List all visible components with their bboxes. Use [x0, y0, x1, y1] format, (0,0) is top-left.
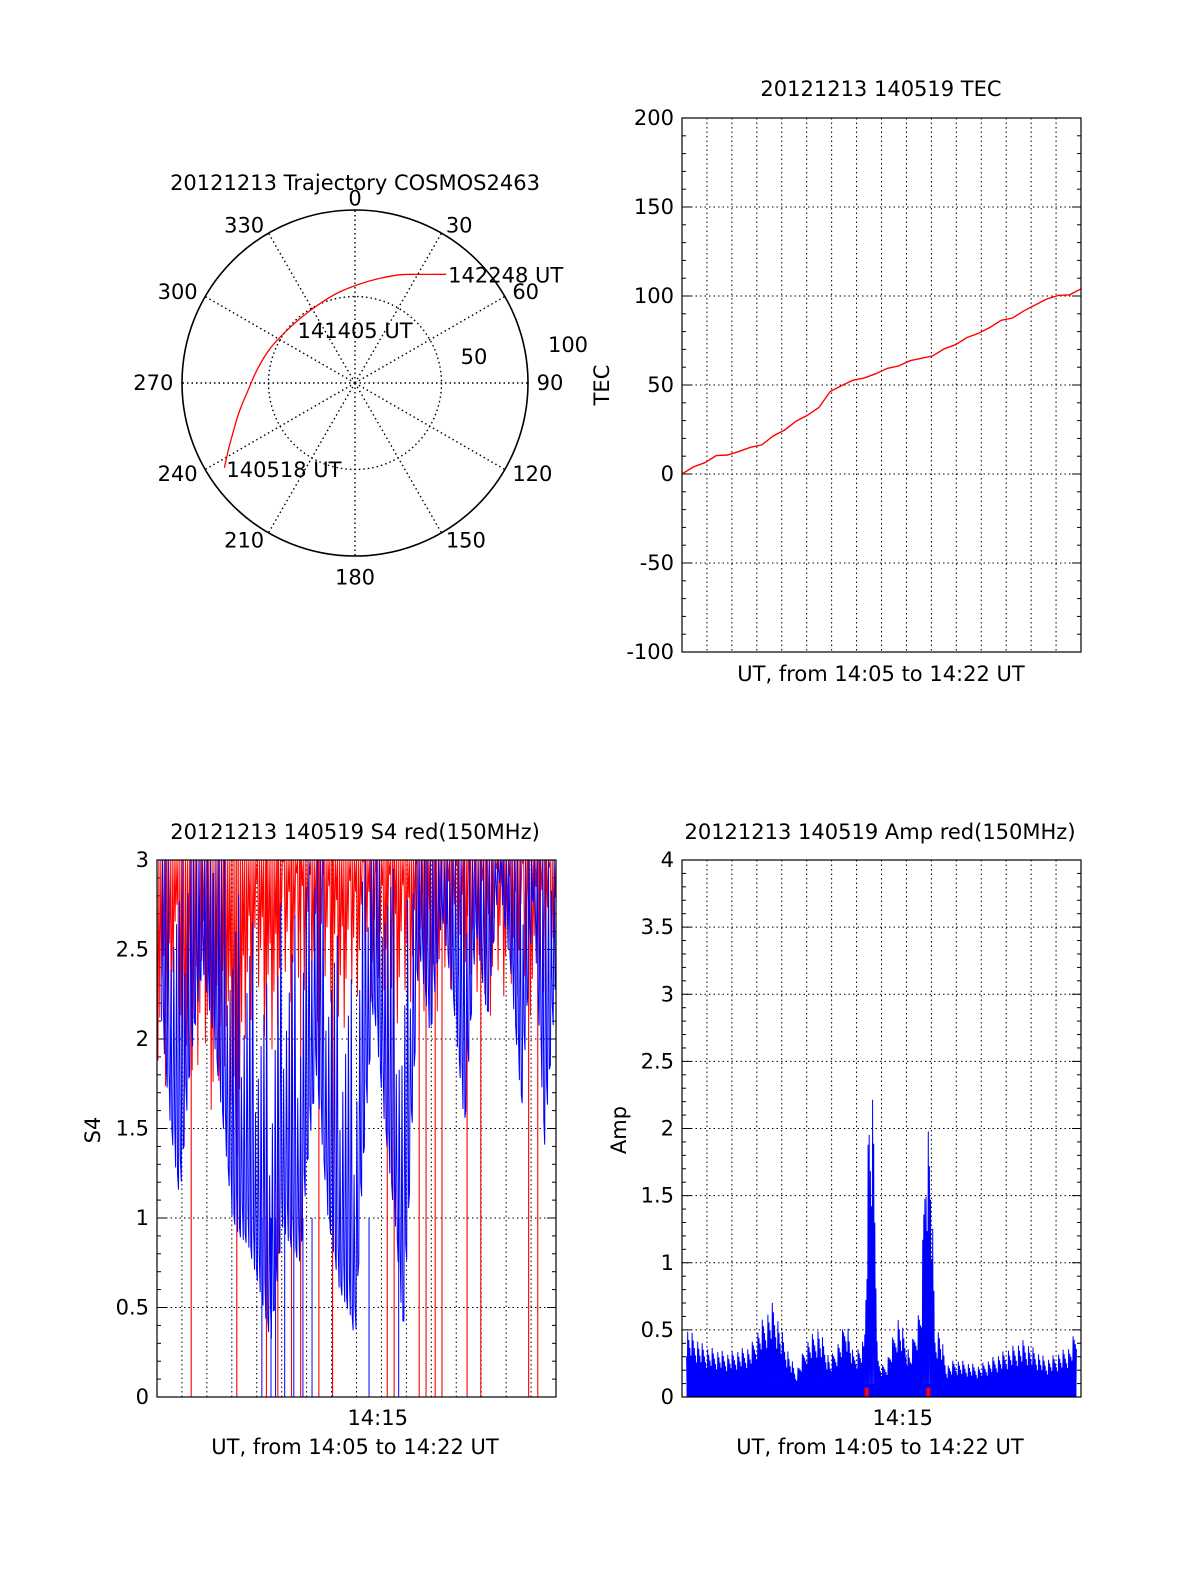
polar-azimuth-label: 30	[446, 214, 473, 238]
polar-azimuth-label: 0	[348, 186, 361, 210]
tec-frame	[681, 117, 1082, 653]
amp-xtick-label: 14:15	[872, 1406, 933, 1430]
s4-xtick-label: 14:15	[347, 1406, 408, 1430]
tec-ytick-label: 200	[634, 106, 674, 130]
polar-annotations: 142248 UT 141405 UT 140518 UT	[226, 263, 563, 481]
polar-azimuth-label: 150	[446, 528, 486, 552]
s4-frame	[156, 859, 557, 1398]
polar-radial-ticks: 50 100	[461, 333, 588, 369]
tec-ytick-label: 0	[661, 462, 674, 486]
polar-azimuth-label: 330	[224, 214, 264, 238]
polar-azimuth-label: 60	[512, 280, 539, 304]
tec-ytick-label: -100	[626, 640, 674, 664]
polar-spoke	[354, 295, 506, 384]
polar-radial-label: 100	[548, 333, 588, 357]
amp-ytick-label: 1.5	[641, 1184, 674, 1208]
s4-series-group	[157, 860, 556, 1397]
amp-ytick-label: 4	[661, 848, 674, 872]
polar-spoke	[204, 382, 356, 471]
s4-ytick-label: 1.5	[116, 1117, 149, 1141]
s4-ylabel: S4	[81, 1117, 105, 1144]
tec-ylabel: TEC	[590, 365, 614, 407]
amp-ytick-label: 3.5	[641, 915, 674, 939]
polar-spoke	[204, 295, 356, 384]
amp-red-mark	[926, 1387, 931, 1397]
polar-azimuth-label: 270	[133, 371, 173, 395]
s4-plot-area: 0 0.5 1 1.5 2 2.5 3 14:15	[116, 848, 557, 1430]
polar-spoke	[267, 382, 356, 534]
polar-annotation-start: 140518 UT	[226, 458, 341, 482]
amp-ytick-label: 2	[661, 1117, 674, 1141]
polar-outer-circle	[181, 209, 529, 557]
amp-ytick-label: 3	[661, 982, 674, 1006]
tec-ytick-label: -50	[640, 551, 674, 575]
amp-title: 20121213 140519 Amp red(150MHz)	[684, 820, 1075, 844]
s4-ytick-label: 0	[136, 1385, 149, 1409]
amp-xlabel: UT, from 14:05 to 14:22 UT	[736, 1435, 1024, 1459]
tec-series-line	[681, 288, 1082, 475]
s4-ytick-label: 1	[136, 1206, 149, 1230]
s4-xlabel: UT, from 14:05 to 14:22 UT	[211, 1435, 499, 1459]
s4-blue-series	[161, 860, 556, 1339]
polar-grid	[181, 209, 529, 557]
amp-ytick-label: 0.5	[641, 1318, 674, 1342]
polar-azimuth-ticks: 0 30 60 90 120 150 180 210 240 270 300 330	[133, 186, 563, 589]
polar-spoke	[267, 232, 356, 384]
tec-ytick-label: 150	[634, 195, 674, 219]
s4-panel: 20121213 140519 S4 red(150MHz) UT, from …	[81, 820, 557, 1459]
tec-ytick-label: 50	[647, 373, 674, 397]
s4-ytick-label: 0.5	[116, 1296, 149, 1320]
amp-ylabel: Amp	[607, 1106, 631, 1154]
polar-spoke	[354, 232, 443, 384]
polar-azimuth-label: 240	[158, 462, 198, 486]
s4-ytick-label: 2	[136, 1027, 149, 1051]
s4-ytick-label: 3	[136, 848, 149, 872]
tec-ytick-label: 100	[634, 284, 674, 308]
amp-ytick-label: 0	[661, 1385, 674, 1409]
s4-ytick-label: 2.5	[116, 938, 149, 962]
polar-trajectory-path	[223, 273, 447, 468]
polar-azimuth-label: 300	[158, 280, 198, 304]
amp-ytick-label: 1	[661, 1251, 674, 1275]
amp-frame	[681, 859, 1082, 1398]
polar-azimuth-label: 90	[537, 371, 564, 395]
polar-azimuth-label: 210	[224, 528, 264, 552]
amp-series-group	[686, 1099, 1077, 1397]
tec-panel: 20121213 140519 TEC UT, from 14:05 to 14…	[590, 77, 1082, 686]
s4-title: 20121213 140519 S4 red(150MHz)	[170, 820, 540, 844]
polar-spoke	[354, 382, 506, 471]
polar-azimuth-label: 180	[335, 566, 375, 590]
amp-red-mark	[864, 1387, 869, 1397]
polar-title: 20121213 Trajectory COSMOS2463	[170, 171, 540, 195]
amp-plot-area: 0 0.5 1 1.5 2 2.5 3 3.5 4 14:15	[641, 848, 1082, 1430]
polar-trajectory-line	[223, 273, 447, 468]
tec-title: 20121213 140519 TEC	[760, 77, 1001, 101]
amp-panel: 20121213 140519 Amp red(150MHz) UT, from…	[607, 820, 1082, 1459]
polar-trajectory-panel: 20121213 Trajectory COSMOS2463 0 30 60 90 12…	[133, 171, 588, 590]
polar-radial-label: 50	[461, 345, 488, 369]
polar-annotation-end: 142248 UT	[448, 263, 563, 287]
tec-xlabel: UT, from 14:05 to 14:22 UT	[737, 662, 1025, 686]
amp-base-band	[686, 1383, 1077, 1397]
polar-spoke	[354, 382, 443, 534]
tec-plot-area: -100 -50 0 50 100 150 200	[626, 106, 1082, 664]
polar-azimuth-label: 120	[512, 462, 552, 486]
amp-ytick-label: 2.5	[641, 1049, 674, 1073]
polar-annotation-mid: 141405 UT	[298, 319, 413, 343]
